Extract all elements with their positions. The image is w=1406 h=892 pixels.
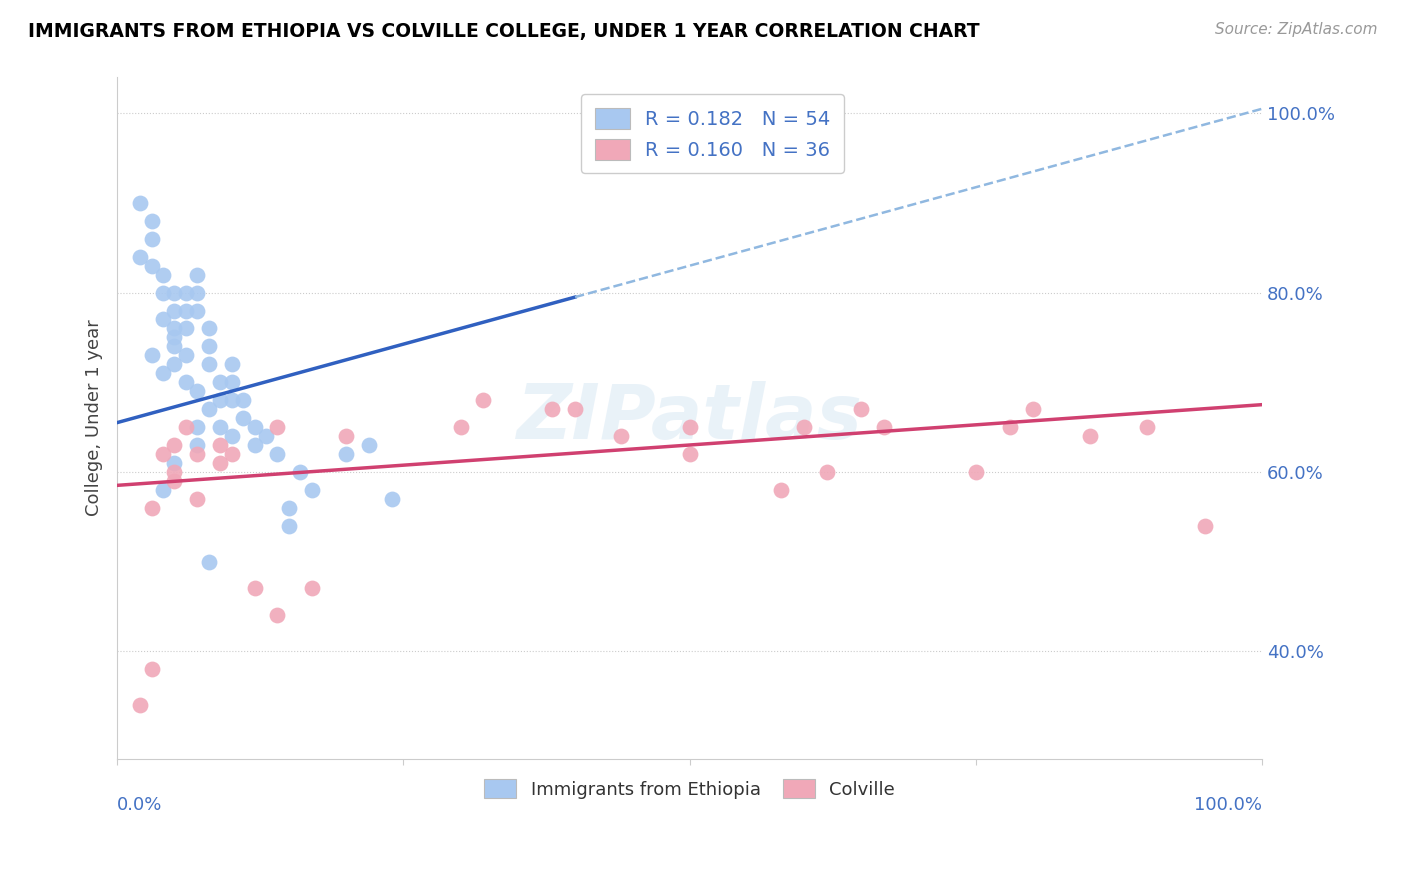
Point: [301, 483, 323, 497]
Point: [163, 321, 186, 335]
Point: [209, 420, 232, 434]
Point: [678, 447, 700, 461]
Point: [152, 447, 174, 461]
Point: [1136, 420, 1159, 434]
Point: [163, 465, 186, 479]
Point: [221, 393, 243, 408]
Point: [152, 285, 174, 300]
Point: [1194, 518, 1216, 533]
Point: [141, 348, 163, 362]
Point: [243, 420, 266, 434]
Point: [197, 402, 219, 417]
Text: 100.0%: 100.0%: [1194, 797, 1263, 814]
Point: [472, 393, 495, 408]
Point: [266, 420, 288, 434]
Point: [564, 402, 586, 417]
Text: 0.0%: 0.0%: [117, 797, 163, 814]
Point: [541, 402, 564, 417]
Point: [141, 259, 163, 273]
Point: [197, 321, 219, 335]
Point: [152, 312, 174, 326]
Point: [174, 348, 197, 362]
Point: [186, 268, 208, 282]
Point: [163, 339, 186, 353]
Point: [1078, 429, 1101, 443]
Point: [174, 321, 197, 335]
Point: [243, 438, 266, 452]
Point: [815, 465, 838, 479]
Point: [163, 474, 186, 488]
Point: [174, 285, 197, 300]
Point: [163, 330, 186, 344]
Point: [381, 491, 404, 506]
Point: [141, 662, 163, 676]
Text: IMMIGRANTS FROM ETHIOPIA VS COLVILLE COLLEGE, UNDER 1 YEAR CORRELATION CHART: IMMIGRANTS FROM ETHIOPIA VS COLVILLE COL…: [28, 22, 980, 41]
Point: [873, 420, 896, 434]
Point: [186, 447, 208, 461]
Point: [163, 285, 186, 300]
Point: [610, 429, 633, 443]
Point: [174, 303, 197, 318]
Point: [141, 214, 163, 228]
Point: [174, 420, 197, 434]
Point: [152, 483, 174, 497]
Point: [335, 429, 357, 443]
Point: [209, 456, 232, 470]
Point: [266, 447, 288, 461]
Point: [290, 465, 312, 479]
Point: [221, 376, 243, 390]
Point: [152, 366, 174, 380]
Text: Source: ZipAtlas.com: Source: ZipAtlas.com: [1215, 22, 1378, 37]
Text: ZIPatlas: ZIPatlas: [516, 381, 862, 455]
Point: [678, 420, 700, 434]
Point: [209, 376, 232, 390]
Point: [186, 384, 208, 399]
Point: [129, 250, 152, 264]
Point: [141, 232, 163, 246]
Point: [152, 268, 174, 282]
Point: [221, 357, 243, 371]
Point: [232, 411, 254, 425]
Point: [357, 438, 380, 452]
Point: [209, 393, 232, 408]
Point: [232, 393, 254, 408]
Point: [851, 402, 873, 417]
Point: [998, 420, 1021, 434]
Point: [197, 555, 219, 569]
Point: [186, 303, 208, 318]
Point: [277, 500, 299, 515]
Point: [186, 438, 208, 452]
Point: [254, 429, 277, 443]
Point: [301, 582, 323, 596]
Point: [221, 429, 243, 443]
Point: [129, 196, 152, 211]
Point: [186, 420, 208, 434]
Point: [163, 438, 186, 452]
Point: [209, 438, 232, 452]
Point: [174, 376, 197, 390]
Point: [266, 608, 288, 623]
Point: [221, 447, 243, 461]
Point: [793, 420, 815, 434]
Point: [197, 357, 219, 371]
Y-axis label: College, Under 1 year: College, Under 1 year: [86, 319, 103, 516]
Point: [163, 456, 186, 470]
Point: [965, 465, 987, 479]
Point: [277, 518, 299, 533]
Legend: Immigrants from Ethiopia, Colville: Immigrants from Ethiopia, Colville: [475, 770, 904, 807]
Point: [163, 357, 186, 371]
Point: [163, 303, 186, 318]
Point: [197, 339, 219, 353]
Point: [243, 582, 266, 596]
Point: [129, 698, 152, 712]
Point: [770, 483, 793, 497]
Point: [186, 285, 208, 300]
Point: [1022, 402, 1045, 417]
Point: [141, 500, 163, 515]
Point: [450, 420, 472, 434]
Point: [186, 491, 208, 506]
Point: [335, 447, 357, 461]
